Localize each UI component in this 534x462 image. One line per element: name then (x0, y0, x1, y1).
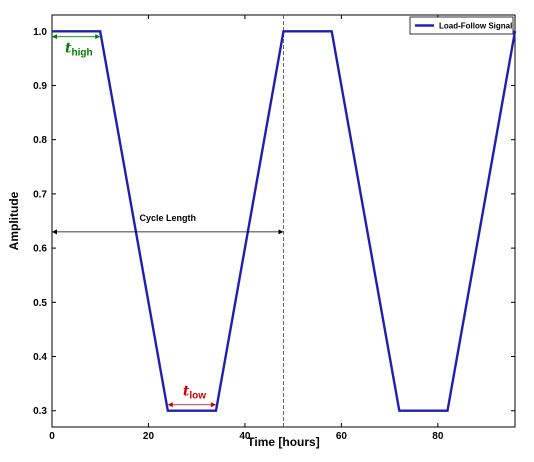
t-high-arrow (52, 34, 101, 40)
t-high-arrow-head-right (95, 34, 101, 40)
cycle-length-arrow-head-left (52, 229, 57, 235)
legend: Load-Follow Signal (409, 16, 514, 35)
x-tick-label: 80 (432, 431, 444, 442)
series-group (52, 30, 517, 412)
y-tick-label: 0.3 (33, 406, 47, 417)
cycle-length-arrow (52, 229, 284, 235)
y-axis-label: Amplitude (7, 191, 21, 250)
t-low-label: tlow (183, 384, 206, 402)
t-low-arrow (167, 402, 216, 408)
t-high-label: thigh (65, 41, 93, 59)
x-axis-label: Time [hours] (247, 435, 319, 449)
t-low-arrow-head-left (167, 402, 173, 408)
x-tick-label: 20 (143, 431, 155, 442)
x-tick-label: 0 (49, 431, 55, 442)
y-tick-label: 0.8 (33, 135, 47, 146)
cycle-length-label: Cycle Length (139, 213, 196, 223)
x-tick-label: 40 (239, 431, 251, 442)
x-tick-label: 60 (336, 431, 348, 442)
series-line (52, 30, 517, 412)
t-low-arrow-head-right (210, 402, 216, 408)
x-axis: 0 20 40 60 80 (49, 15, 444, 442)
legend-box (409, 16, 514, 35)
y-tick-label: 0.7 (33, 189, 47, 200)
y-tick-label: 0.9 (33, 81, 47, 92)
annotations: Cycle Length thigh tlow (52, 34, 284, 408)
y-tick-label: 0.4 (33, 352, 47, 363)
t-high-arrow-head-left (52, 34, 57, 40)
y-axis: 0.3 0.4 0.5 0.6 0.7 0.8 0.9 1.0 (33, 27, 515, 417)
cycle-length-arrow-head-right (278, 229, 284, 235)
y-tick-label: 0.6 (33, 244, 47, 255)
legend-label: Load-Follow Signal (439, 22, 512, 31)
y-tick-label: 1.0 (33, 27, 47, 38)
y-tick-label: 0.5 (33, 298, 47, 309)
